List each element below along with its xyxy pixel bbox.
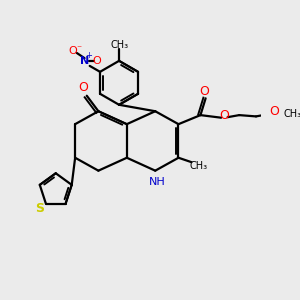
Text: O: O bbox=[78, 82, 88, 94]
Text: O: O bbox=[68, 46, 77, 56]
Text: O: O bbox=[200, 85, 209, 98]
Text: O: O bbox=[269, 105, 279, 118]
Text: S: S bbox=[35, 202, 44, 215]
Text: N: N bbox=[80, 56, 89, 67]
Text: ⁻: ⁻ bbox=[76, 44, 81, 54]
Text: NH: NH bbox=[149, 177, 166, 187]
Text: CH₃: CH₃ bbox=[283, 109, 300, 119]
Text: CH₃: CH₃ bbox=[110, 40, 128, 50]
Text: CH₃: CH₃ bbox=[189, 160, 208, 170]
Text: O: O bbox=[219, 109, 229, 122]
Text: +: + bbox=[85, 51, 92, 60]
Text: O: O bbox=[92, 56, 101, 67]
